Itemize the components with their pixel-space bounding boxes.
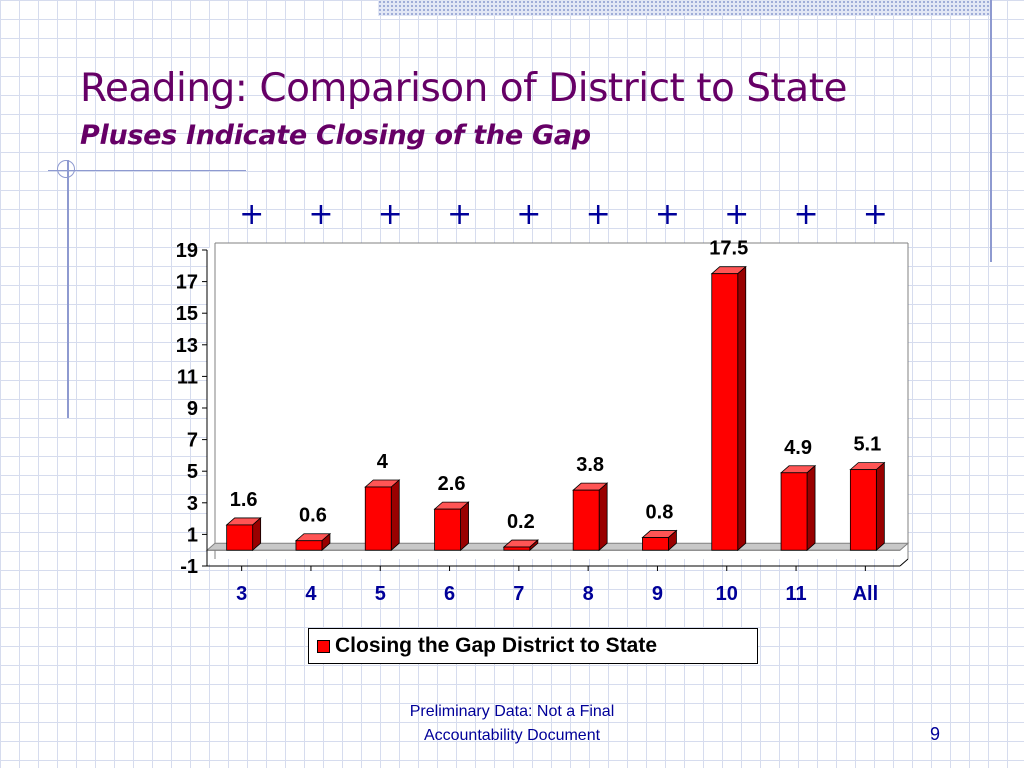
y-tick-label: 11 (177, 366, 198, 388)
y-tick-label: 5 (187, 461, 198, 483)
gap-closing-plus-marker: + (516, 197, 541, 232)
gap-closing-plus-marker: + (863, 197, 888, 232)
data-label: 0.8 (646, 502, 674, 524)
x-tick-label: 9 (652, 583, 663, 605)
data-label: 2.6 (438, 473, 466, 495)
x-tick-label: 10 (716, 583, 738, 605)
footer-line-2: Accountability Document (423, 727, 601, 744)
y-tick-label: 19 (176, 240, 198, 262)
y-tick-label: 15 (176, 303, 198, 325)
decorative-vertical-line (990, 0, 992, 262)
y-tick-label: 17 (176, 272, 198, 294)
decorative-vertical-line (67, 160, 69, 418)
bar-side-face (875, 461, 885, 552)
x-tick-label: 8 (583, 583, 594, 605)
x-axis-depth (899, 558, 909, 567)
gap-closing-plus-marker: + (308, 197, 333, 232)
gap-closing-plus-marker: + (378, 197, 403, 232)
x-tick-label: 5 (375, 583, 386, 605)
bar (364, 486, 392, 551)
y-tick-label: 7 (187, 430, 198, 452)
bar (642, 537, 669, 551)
x-tick-label: 11 (785, 583, 806, 605)
bar (780, 472, 808, 551)
gap-closing-plus-marker: + (655, 197, 680, 232)
gap-closing-plus-marker: + (724, 197, 749, 232)
data-label: 4 (377, 451, 389, 473)
bar (503, 546, 531, 551)
page-number: 9 (929, 724, 940, 744)
bar (572, 489, 600, 551)
y-tick-label: 13 (176, 335, 198, 357)
gap-closing-plus-marker: + (239, 197, 264, 232)
bar (434, 508, 461, 551)
gap-closing-plus-marker: + (793, 197, 818, 232)
data-label: 5.1 (853, 434, 881, 456)
gap-closing-plus-marker: + (586, 197, 611, 232)
bar-side-face (598, 482, 608, 552)
header-dotted-band (378, 0, 992, 16)
bar-side-face (806, 464, 816, 552)
chart-legend: Closing the Gap District to State (308, 628, 758, 664)
bar (295, 540, 323, 551)
bar (226, 524, 254, 551)
x-tick-label: 4 (305, 583, 317, 605)
decorative-circle (57, 160, 75, 178)
y-tick-label: 9 (187, 398, 198, 420)
data-label: 17.5 (709, 238, 748, 260)
y-tick-label: -1 (180, 556, 198, 578)
bar-side-face (737, 265, 747, 552)
x-tick-label: All (853, 583, 879, 605)
data-label: 3.8 (576, 454, 604, 476)
slide-title: Reading: Comparison of District to State (80, 66, 848, 111)
footer-line-1: Preliminary Data: Not a Final (409, 703, 615, 720)
data-label: 1.6 (230, 489, 258, 511)
x-tick-label: 7 (513, 583, 524, 605)
slide-subtitle: Pluses Indicate Closing of the Gap (80, 120, 591, 151)
gap-closing-plus-marker: + (447, 197, 472, 232)
y-tick-label: 3 (187, 493, 198, 515)
data-label: 0.2 (507, 511, 535, 533)
bar-side-face (390, 479, 400, 552)
decorative-horizontal-line (48, 170, 246, 171)
x-tick-label: 3 (236, 583, 247, 605)
bar-side-face (460, 501, 469, 552)
legend-swatch (317, 639, 330, 653)
data-label: 4.9 (784, 437, 812, 459)
bar (849, 469, 877, 551)
x-tick-label: 6 (444, 583, 455, 605)
legend-label: Closing the Gap District to State (335, 634, 658, 657)
y-tick-label: 1 (187, 524, 198, 546)
footer-note: Preliminary Data: Not a Final Accountabi… (352, 700, 672, 748)
bar (711, 273, 739, 551)
data-label: 0.6 (299, 505, 327, 527)
